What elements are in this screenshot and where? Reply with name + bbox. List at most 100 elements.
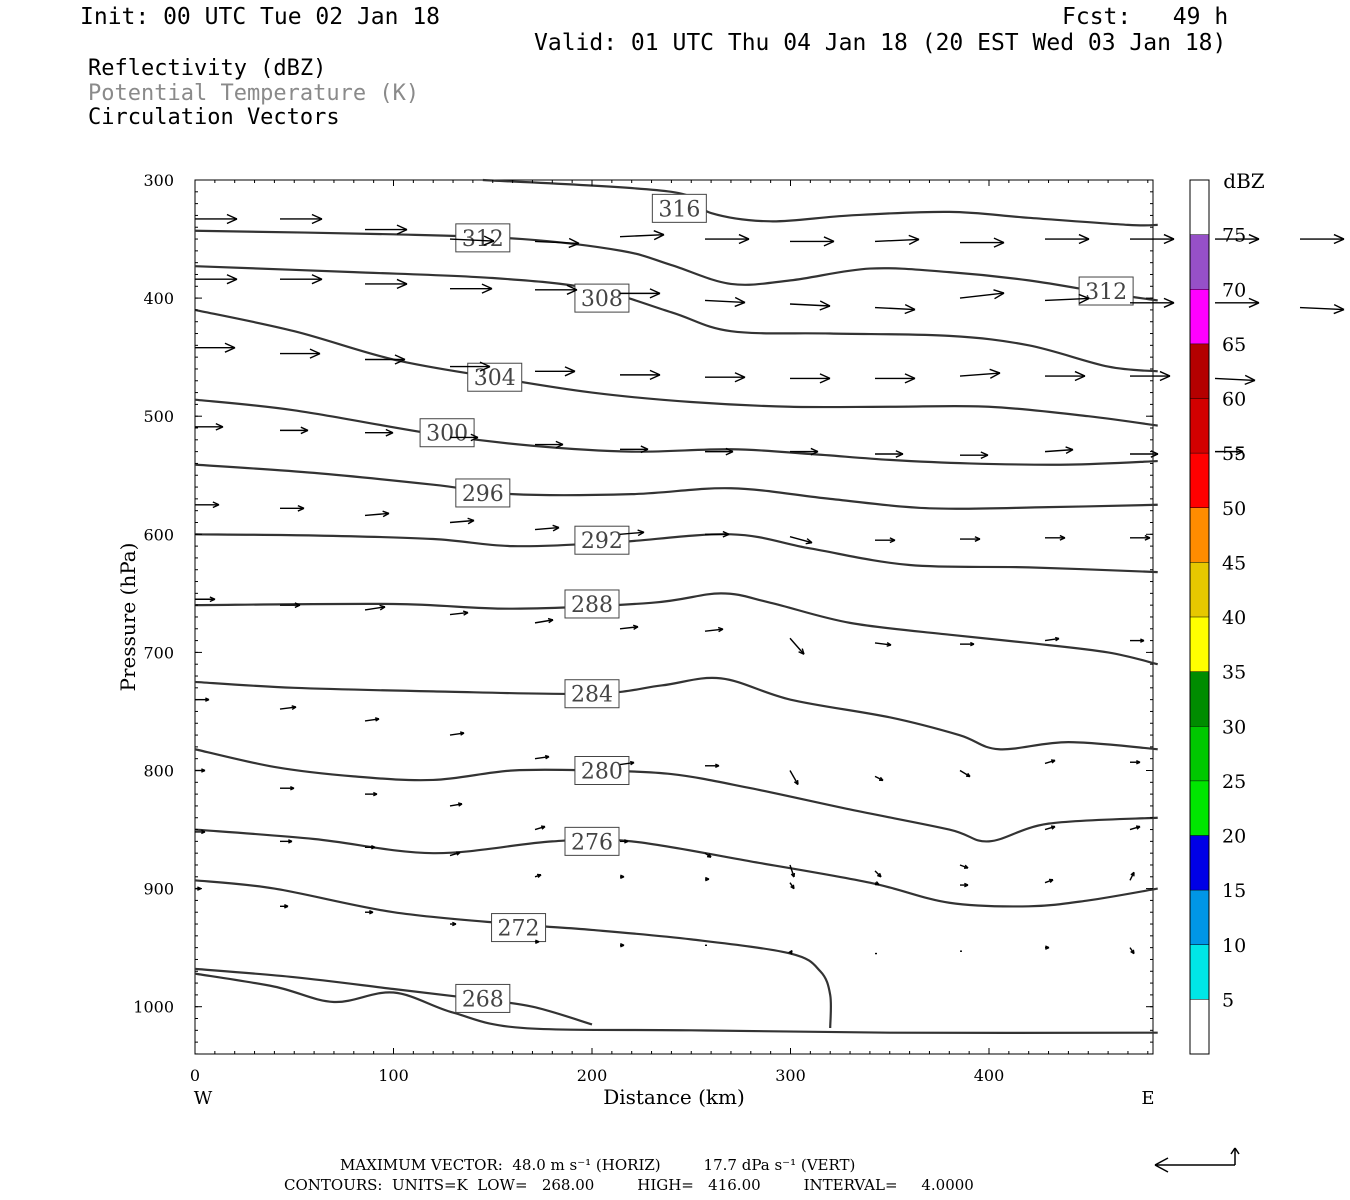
circulation-vector: [1044, 825, 1056, 831]
circulation-vector: [280, 785, 295, 791]
y-tick-label: 800: [143, 762, 174, 781]
circulation-vector: [1130, 534, 1151, 541]
theta-contour-line: [482, 178, 1158, 227]
circulation-vector: [1129, 947, 1135, 955]
circulation-vector: [195, 342, 236, 353]
circulation-vector: [365, 844, 376, 850]
circulation-vector: [620, 445, 649, 454]
colorbar-swatch: [1190, 343, 1209, 399]
circulation-vector: [875, 537, 896, 544]
circulation-vector: [619, 230, 665, 241]
circulation-vector: [534, 825, 546, 831]
colorbar-label: 50: [1222, 498, 1246, 520]
circulation-vector: [1044, 878, 1054, 884]
circulation-vector: [619, 760, 635, 766]
contour-label: 284: [564, 679, 620, 709]
circulation-vector: [960, 536, 981, 542]
circulation-vector: [705, 233, 750, 245]
circulation-vector: [535, 440, 564, 449]
circulation-vector: [365, 428, 394, 437]
circulation-vector: [449, 517, 475, 525]
circulation-vector: [1130, 638, 1145, 643]
colorbar-swatch: [1190, 453, 1209, 508]
circulation-vector: [1129, 825, 1141, 831]
circulation-vector: [874, 234, 920, 245]
circulation-vector: [959, 289, 1005, 300]
plot-frame: [194, 179, 1154, 1055]
circulation-vector: [705, 530, 730, 538]
x-axis-right-end-label: E: [1141, 1088, 1154, 1109]
svg-text:312: 312: [1085, 280, 1127, 305]
contour-label: 272: [491, 913, 547, 943]
circulation-vector: [450, 283, 493, 294]
circulation-vector: [789, 300, 831, 311]
circulation-vector: [960, 641, 975, 647]
theta-contour-line: [194, 967, 593, 1026]
colorbar-label: 70: [1222, 279, 1246, 301]
circulation-vector: [1299, 303, 1345, 315]
circulation-vector: [959, 769, 971, 778]
circulation-vector: [619, 624, 639, 630]
circulation-vector: [280, 504, 305, 512]
circulation-vector: [195, 501, 220, 509]
circulation-vector: [535, 284, 578, 295]
circulation-vector: [874, 642, 892, 647]
circulation-vector: [280, 274, 323, 285]
circulation-vector: [789, 770, 799, 786]
colorbar-swatch: [1190, 617, 1209, 672]
circulation-vector: [1130, 370, 1171, 382]
circulation-vector: [195, 596, 216, 603]
circulation-vector: [959, 368, 1001, 379]
colorbar-title: dBZ: [1223, 169, 1265, 193]
reference-vector-arrow: [1154, 1147, 1240, 1173]
theta-contour-line: [194, 229, 1158, 302]
svg-text:292: 292: [581, 529, 623, 554]
circulation-vector: [195, 829, 206, 835]
circulation-vector: [704, 626, 724, 633]
contour-label: 268: [455, 983, 511, 1013]
title-potential-temperature: Potential Temperature (K): [88, 81, 420, 106]
circulation-vector: [1045, 233, 1090, 245]
circulation-vector: [705, 447, 734, 456]
theta-contour-line: [194, 592, 1158, 666]
y-tick-label: 1000: [133, 998, 174, 1017]
colorbar-swatch: [1190, 780, 1209, 836]
svg-text:288: 288: [571, 593, 613, 618]
colorbar-swatch: [1190, 671, 1209, 727]
colorbar-label: 35: [1222, 662, 1246, 684]
svg-text:280: 280: [581, 760, 623, 785]
svg-text:316: 316: [658, 197, 700, 222]
x-tick-label: 200: [577, 1066, 608, 1085]
y-tick-label: 600: [143, 525, 174, 544]
contour-label: 308: [574, 283, 630, 313]
circulation-vector: [1044, 446, 1074, 454]
x-axis-label: Distance (km): [603, 1085, 745, 1109]
circulation-vector: [874, 775, 884, 782]
theta-contour-line: [194, 828, 1158, 908]
circulation-vector: [450, 361, 491, 372]
circulation-vector: [280, 213, 323, 225]
circulation-vector: [959, 864, 969, 869]
circulation-vector: [1045, 370, 1086, 382]
circulation-vector: [960, 451, 989, 460]
colorbar-swatch: [1190, 726, 1209, 781]
title-reflectivity: Reflectivity (dBZ): [88, 56, 327, 81]
title-circulation-vectors: Circulation Vectors: [88, 105, 340, 130]
colorbar-label: 5: [1222, 989, 1234, 1011]
circulation-vector: [788, 949, 793, 955]
circulation-vector: [534, 524, 560, 532]
circulation-vector: [1045, 945, 1050, 950]
circulation-vector: [1130, 450, 1159, 458]
colorbar-label: 40: [1222, 607, 1246, 629]
circulation-vector: [960, 882, 969, 888]
contour-label: 312: [1078, 276, 1134, 306]
circulation-vector: [365, 791, 378, 797]
circulation-vector: [450, 433, 479, 442]
circulation-vector: [789, 637, 805, 655]
theta-contour-line: [194, 972, 1158, 1034]
colorbar-label: 60: [1222, 389, 1246, 411]
theta-contour-line: [194, 308, 1158, 427]
svg-text:276: 276: [571, 830, 613, 855]
contour-label: 304: [467, 362, 523, 392]
circulation-vector: [365, 278, 408, 290]
